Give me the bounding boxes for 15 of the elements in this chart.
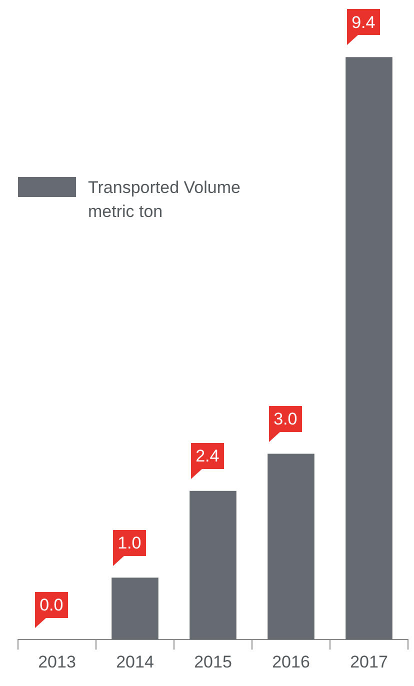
- bar: [346, 57, 392, 640]
- data-label: 2.4: [196, 446, 220, 466]
- legend-label: Transported Volume metric ton: [88, 177, 242, 223]
- data-label: 1.0: [118, 533, 142, 552]
- x-tick-label: 2016: [272, 652, 310, 672]
- x-tick-label: 2013: [38, 652, 76, 672]
- bar: [112, 578, 158, 640]
- data-label: 9.4: [352, 12, 376, 32]
- bar: [190, 490, 236, 640]
- bar: [268, 454, 314, 640]
- data-label: 0.0: [40, 595, 64, 614]
- x-tick-label: 2017: [350, 652, 388, 672]
- data-label: 3.0: [274, 409, 298, 428]
- x-tick-label: 2015: [194, 652, 232, 672]
- x-tick-label: 2014: [116, 652, 154, 672]
